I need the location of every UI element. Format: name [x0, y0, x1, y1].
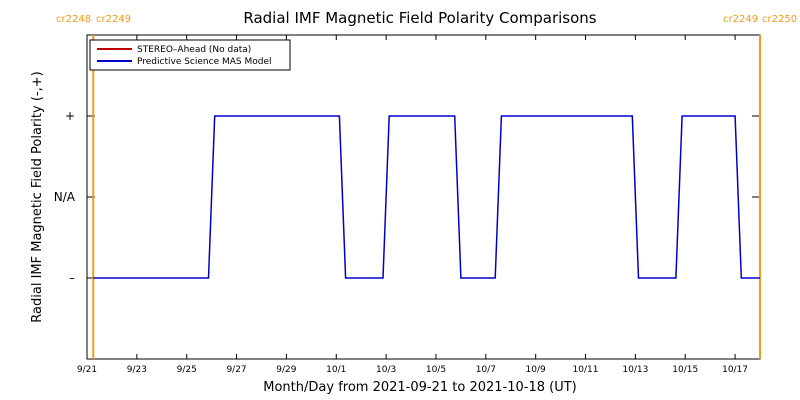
x-axis-label: Month/Day from 2021-09-21 to 2021-10-18 …: [263, 380, 576, 395]
x-tick-label: 10/9: [526, 365, 546, 375]
x-tick-label: 9/25: [177, 365, 197, 375]
series-line-model: [93, 115, 760, 279]
x-tick-label: 10/15: [672, 365, 698, 375]
legend-box: [89, 39, 291, 71]
cr-label-left-a: cr2248: [56, 14, 91, 25]
cr-label-left-b: cr2249: [96, 14, 131, 25]
cr-label-right-a: cr2249: [723, 14, 758, 25]
series-layer: [93, 115, 760, 279]
y-tick-label: –: [69, 271, 75, 285]
y-tick-label: +: [65, 109, 75, 123]
x-tick-label: 10/11: [573, 365, 599, 375]
chart-title: Radial IMF Magnetic Field Polarity Compa…: [243, 9, 596, 27]
x-axis-ticks: 9/21 9/23 9/25 9/27 9/29 10/1 10/3 10/5 10/7 10/9…: [77, 35, 748, 375]
x-tick-label: 9/29: [276, 365, 296, 375]
y-axis-ticks: – N/A +: [54, 109, 760, 285]
x-tick-label: 10/13: [622, 365, 648, 375]
x-tick-label: 10/7: [476, 365, 496, 375]
x-tick-label: 9/23: [127, 365, 147, 375]
legend: STEREO–Ahead (No data) Predictive Scienc…: [89, 39, 291, 71]
x-tick-label: 10/17: [722, 365, 748, 375]
cr-boundary-lines: [92, 35, 761, 359]
x-tick-label: 10/3: [376, 365, 396, 375]
cr-label-right-b: cr2250: [762, 14, 797, 25]
x-tick-label: 9/21: [77, 365, 97, 375]
x-tick-label: 9/27: [226, 365, 246, 375]
legend-label-stereo: STEREO–Ahead (No data): [137, 45, 251, 55]
x-tick-label: 10/5: [426, 365, 446, 375]
y-tick-label: N/A: [54, 190, 76, 204]
plot-frame: [86, 34, 761, 360]
x-tick-label: 10/1: [326, 365, 346, 375]
legend-label-model: Predictive Science MAS Model: [137, 57, 272, 67]
y-axis-label: Radial IMF Magnetic Field Polarity (-,+): [30, 71, 45, 322]
